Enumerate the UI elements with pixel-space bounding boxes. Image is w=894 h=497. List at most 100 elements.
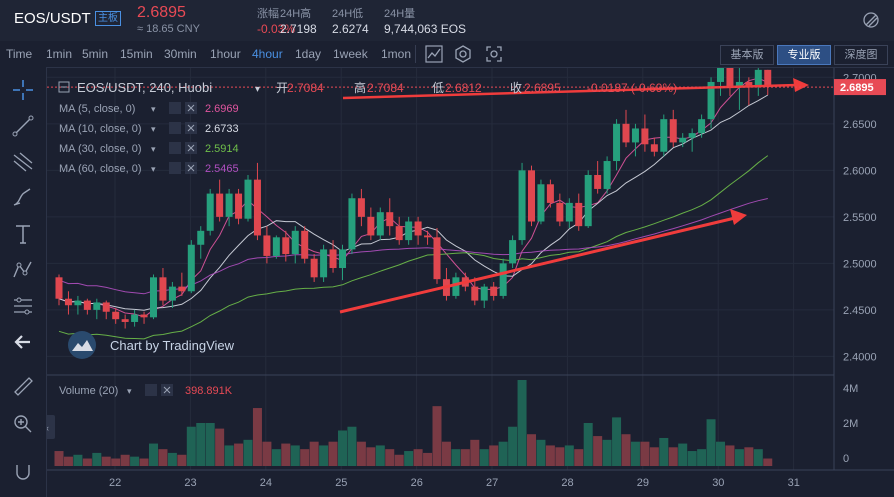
panel-collapse-handle[interactable] — [47, 415, 55, 439]
volume-bar — [470, 439, 480, 466]
candle — [584, 170, 592, 229]
price-chart[interactable]: 2.70002.65002.60002.55002.50002.45002.40… — [47, 68, 894, 497]
interval-time[interactable]: Time — [6, 47, 33, 61]
collapse-legend-icon[interactable] — [58, 81, 70, 93]
interval-1day[interactable]: 1day — [295, 47, 322, 61]
volume-bar — [328, 441, 338, 466]
pattern-tool-icon[interactable] — [10, 257, 36, 283]
crosshair-icon[interactable] — [10, 77, 36, 103]
change-value-legend: -0.0187 (-0.69%) — [587, 81, 677, 95]
svg-text:▾: ▾ — [151, 164, 156, 174]
ma-settings-icon[interactable] — [169, 122, 181, 134]
ma-settings-icon[interactable] — [169, 102, 181, 114]
ma-line-30 — [58, 155, 769, 340]
interval-15min[interactable]: 15min — [120, 47, 153, 61]
volume-bar — [451, 449, 461, 466]
ma-legend-row: MA (60, close, 0) ▾ 2.5465 — [59, 162, 239, 175]
candle — [329, 240, 337, 273]
candle — [688, 128, 696, 152]
ma-settings-icon[interactable] — [169, 142, 181, 154]
candle — [660, 114, 668, 157]
ma-line-10 — [58, 94, 769, 311]
volume-bar — [63, 456, 73, 466]
volume-bar — [659, 437, 669, 466]
candle — [631, 123, 639, 157]
volume-bar — [54, 451, 64, 466]
svg-text:▾: ▾ — [255, 84, 260, 95]
candle — [121, 314, 129, 329]
brush-icon[interactable] — [10, 185, 36, 211]
interval-1min[interactable]: 1min — [46, 47, 73, 61]
volume-settings-icon[interactable] — [145, 384, 157, 396]
candle — [93, 298, 101, 320]
chart-type-icon[interactable] — [424, 44, 444, 64]
interval-4hour[interactable]: 4hour — [252, 47, 283, 61]
candle — [74, 295, 82, 315]
basic-version-button[interactable]: 基本版 — [720, 45, 774, 65]
candle — [565, 198, 573, 229]
interval-1week[interactable]: 1week — [333, 47, 368, 61]
volume-bar — [290, 445, 300, 466]
high-value-legend: 2.7084 — [367, 81, 404, 95]
theme-icon[interactable] — [862, 11, 880, 29]
interval-5min[interactable]: 5min — [82, 47, 109, 61]
magnet-icon[interactable] — [10, 459, 36, 485]
volume-bar — [356, 441, 366, 466]
cny-price: ≈ 18.65 CNY — [137, 23, 200, 35]
fib-tool-icon[interactable] — [10, 149, 36, 175]
volume-bar — [621, 434, 631, 466]
pro-version-button[interactable]: 专业版 — [777, 45, 831, 65]
volume-bar — [111, 458, 121, 466]
candle — [395, 216, 403, 245]
volume-bar — [300, 449, 310, 466]
ma-legend-row: MA (30, close, 0) ▾ 2.5914 — [59, 142, 239, 155]
forecast-tool-icon[interactable] — [10, 293, 36, 319]
volume-bar — [252, 408, 262, 466]
volume-bar — [602, 439, 612, 466]
interval-1mon[interactable]: 1mon — [381, 47, 412, 61]
candle — [650, 137, 658, 157]
candle — [140, 311, 148, 324]
volume-bar — [498, 441, 508, 466]
candle — [168, 281, 176, 309]
ruler-icon[interactable] — [10, 373, 36, 399]
depth-chart-button[interactable]: 深度图 — [834, 45, 888, 65]
volume-bar — [234, 443, 244, 466]
volume-bar — [725, 445, 735, 466]
candle — [594, 161, 602, 194]
volume-bar — [423, 452, 433, 466]
ma-legend-label: MA (30, close, 0) — [59, 143, 142, 155]
candle — [641, 114, 649, 152]
volume-bar — [583, 423, 593, 466]
volume-indicator-label: Volume (20) — [59, 385, 118, 397]
price-tick-label: 2.5500 — [843, 212, 877, 224]
text-tool-icon[interactable] — [10, 221, 36, 247]
back-arrow-icon[interactable] — [10, 329, 36, 355]
interval-1hour[interactable]: 1hour — [210, 47, 241, 61]
volume-bar — [649, 447, 659, 466]
candle — [546, 179, 554, 208]
screenshot-icon[interactable] — [484, 44, 504, 64]
candle — [622, 109, 630, 148]
candle — [131, 309, 139, 327]
interval-30min[interactable]: 30min — [164, 47, 197, 61]
candle — [764, 69, 772, 95]
ma-settings-icon[interactable] — [169, 162, 181, 174]
svg-text:▾: ▾ — [127, 386, 132, 396]
volume-bar — [347, 426, 357, 466]
candle — [187, 240, 195, 294]
candle — [159, 268, 167, 306]
candle — [339, 244, 346, 281]
pair-name[interactable]: EOS/USDT — [14, 10, 91, 27]
zoom-in-icon[interactable] — [10, 411, 36, 437]
low-value-legend: 2.6812 — [445, 81, 482, 95]
volume-bar — [734, 449, 744, 466]
candle — [55, 274, 63, 306]
volume-bar — [706, 419, 716, 466]
candle — [679, 133, 687, 148]
candle — [528, 165, 535, 227]
candle — [112, 308, 120, 324]
trend-line-icon[interactable] — [10, 113, 36, 139]
volume-bar — [177, 454, 187, 466]
settings-icon[interactable] — [453, 44, 473, 64]
